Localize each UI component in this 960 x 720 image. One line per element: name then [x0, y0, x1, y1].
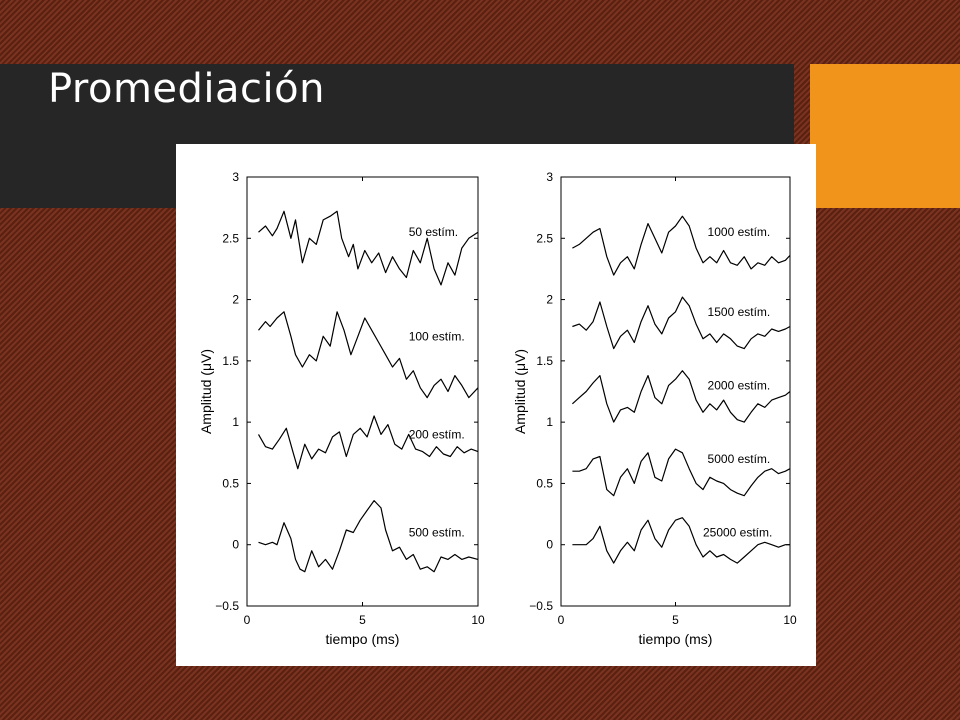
series-line-0-0	[258, 210, 479, 286]
y-tick-label: −0.5	[529, 599, 553, 613]
series-line-1-3	[572, 448, 791, 497]
y-tick-label: 1.5	[536, 354, 553, 368]
x-tick-label: 0	[558, 613, 565, 627]
series-label: 500 estím.	[409, 525, 465, 539]
y-tick-label: 0	[546, 538, 553, 552]
slide-title: Promediación	[48, 66, 325, 112]
y-tick-label: 0	[232, 538, 239, 552]
series-line-0-3	[258, 500, 479, 573]
x-tick-label: 5	[672, 613, 679, 627]
y-axis-label: Amplitud (μV)	[198, 349, 214, 434]
y-tick-label: 3	[546, 170, 553, 184]
y-axis-label: Amplitud (μV)	[512, 349, 528, 434]
y-tick-label: 2	[232, 293, 239, 307]
series-label: 100 estím.	[409, 329, 465, 343]
x-tick-label: 0	[244, 613, 251, 627]
y-tick-label: −0.5	[215, 599, 239, 613]
series-line-0-1	[258, 311, 479, 399]
y-tick-label: 2	[546, 293, 553, 307]
series-label: 5000 estím.	[708, 452, 771, 466]
x-tick-label: 10	[471, 613, 485, 627]
x-tick-label: 10	[783, 613, 797, 627]
series-label: 1000 estím.	[708, 225, 771, 239]
y-tick-label: 2.5	[536, 231, 553, 245]
figure-panel: −0.5 0 0.5 1 1.5 2 2.5 3 0 5 10 tiempo (ms) Amplitud…	[176, 144, 816, 666]
accent-square	[810, 64, 960, 208]
y-tick-label: 1.5	[222, 354, 239, 368]
y-tick-label: 1	[232, 415, 239, 429]
series-line-1-1	[572, 296, 791, 350]
plot-frame-0	[246, 176, 479, 607]
series-line-0-2	[257, 415, 479, 470]
series-line-1-4	[572, 517, 790, 564]
series-label: 25000 estím.	[703, 525, 772, 539]
x-axis-label: tiempo (ms)	[326, 631, 400, 647]
series-label: 2000 estím.	[708, 378, 771, 392]
y-tick-label: 0.5	[536, 476, 553, 490]
series-line-1-0	[572, 215, 791, 276]
y-tick-label: 2.5	[222, 231, 239, 245]
y-tick-label: 3	[232, 170, 239, 184]
x-tick-label: 5	[359, 613, 366, 627]
x-axis-label: tiempo (ms)	[639, 631, 713, 647]
y-tick-label: 1	[546, 415, 553, 429]
y-tick-label: 0.5	[222, 476, 239, 490]
series-label: 1500 estím.	[708, 305, 771, 319]
series-line-1-2	[571, 370, 791, 423]
series-label: 200 estím.	[409, 427, 465, 441]
series-label: 50 estím.	[409, 225, 458, 239]
